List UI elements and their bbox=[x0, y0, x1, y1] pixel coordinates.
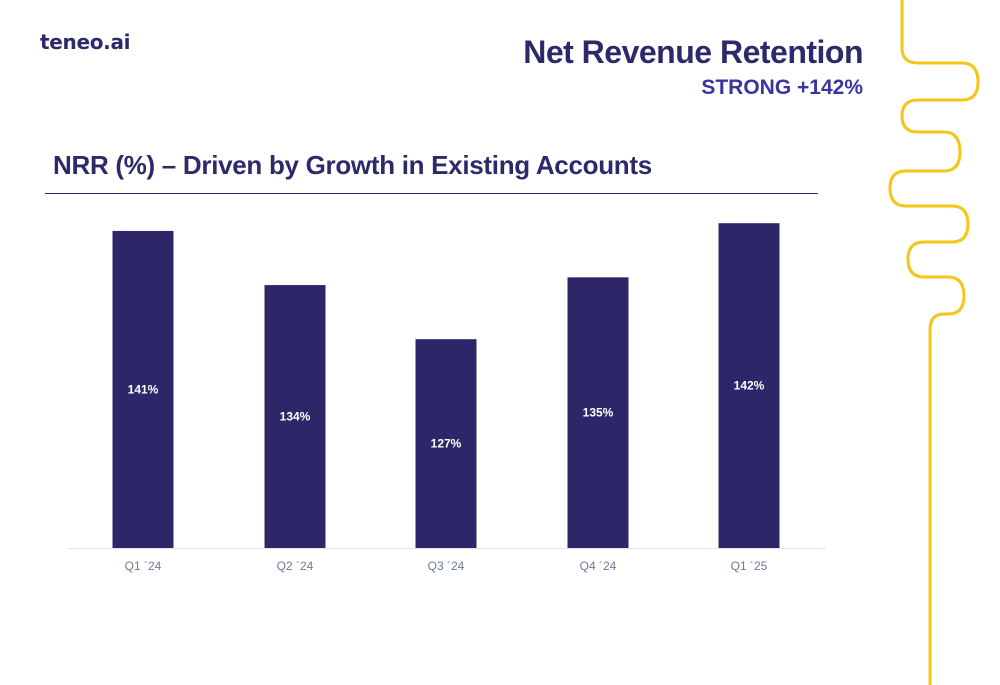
title-divider bbox=[45, 193, 818, 194]
bar-series: 141% Q1 ´24 134% Q2 ´24 127% Q3 ´24 135% Q4 ´24… bbox=[112, 223, 780, 573]
bar bbox=[264, 285, 326, 548]
x-tick-label: Q1 ´25 bbox=[731, 559, 768, 573]
x-tick-label: Q1 ´24 bbox=[125, 559, 162, 573]
decorative-wave-line bbox=[888, 0, 980, 685]
bar bbox=[567, 277, 629, 548]
decorative-wave bbox=[888, 0, 980, 685]
bar-value-label: 135% bbox=[583, 406, 614, 420]
bar-chart: 141% Q1 ´24 134% Q2 ´24 127% Q3 ´24 135% Q4 ´24… bbox=[68, 223, 826, 573]
bar-value-label: 141% bbox=[128, 382, 159, 396]
chart-title: NRR (%) – Driven by Growth in Existing A… bbox=[53, 150, 652, 180]
x-tick-label: Q3 ´24 bbox=[428, 559, 465, 573]
page-subtitle: STRONG +142% bbox=[701, 76, 863, 99]
bar-value-label: 142% bbox=[734, 379, 765, 393]
x-tick-label: Q4 ´24 bbox=[580, 559, 617, 573]
page-title: Net Revenue Retention bbox=[523, 34, 863, 70]
bar-value-label: 134% bbox=[280, 410, 311, 424]
bar bbox=[718, 223, 780, 548]
bar-value-label: 127% bbox=[431, 437, 462, 451]
x-tick-label: Q2 ´24 bbox=[277, 559, 314, 573]
bar bbox=[112, 230, 174, 548]
bar bbox=[415, 339, 477, 548]
company-logo: teneo.ai bbox=[40, 30, 131, 54]
